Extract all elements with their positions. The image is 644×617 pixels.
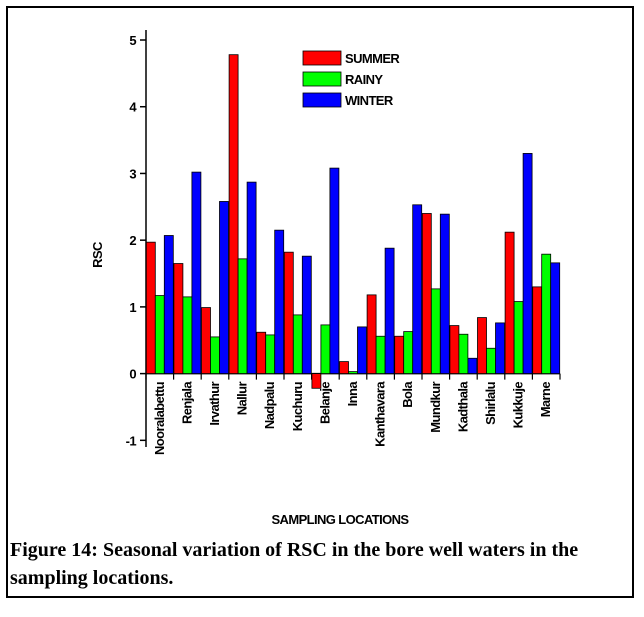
bar [154, 295, 165, 375]
bar [477, 317, 487, 375]
bar [219, 201, 229, 375]
bar [541, 253, 552, 375]
bar [274, 229, 285, 375]
bar [145, 241, 156, 375]
bar [301, 255, 312, 375]
figure-caption: Figure 14: Seasonal variation of RSC in … [10, 539, 579, 589]
bar [320, 324, 331, 375]
x-tick-label: Kukkuje [511, 382, 526, 429]
x-tick-label: Mundkur [428, 381, 443, 432]
y-tick-label: 5 [129, 33, 136, 48]
x-tick-label: Kuchuru [290, 381, 305, 431]
bar [246, 181, 257, 375]
bar [163, 235, 174, 375]
legend-label: WINTER [345, 93, 394, 108]
y-tick-label: -1 [126, 433, 137, 448]
bar [421, 213, 432, 375]
bar [265, 334, 276, 375]
bar [439, 213, 450, 375]
legend-label: RAINY [345, 72, 383, 87]
bar [403, 331, 414, 375]
bar [182, 296, 193, 375]
bar [430, 288, 441, 375]
bar [467, 357, 478, 375]
bar [384, 247, 395, 375]
bar [237, 258, 248, 375]
bar [339, 361, 349, 375]
bar [210, 336, 220, 375]
bar [504, 231, 515, 375]
bar [486, 347, 496, 375]
bar [412, 204, 423, 375]
legend-label: SUMMER [345, 51, 400, 66]
x-tick-label: Shirlalu [483, 381, 498, 425]
legend-swatch [302, 50, 342, 66]
x-tick-label: Marne [538, 382, 553, 418]
chart: RSC SAMPLING LOCATIONS -1 0 1 2 3 4 5 Nooralabe… [90, 30, 561, 527]
x-tick-label: Irvathur [207, 381, 222, 425]
y-tick-label: 1 [129, 300, 136, 315]
bar [550, 262, 561, 375]
bar [283, 251, 294, 375]
figure-frame [6, 6, 634, 598]
x-tick-label: Belanje [317, 382, 332, 424]
x-tick-label: Inna [345, 381, 360, 407]
bar [173, 263, 184, 375]
legend-swatch [302, 92, 342, 108]
x-tick-label: Nallur [235, 381, 250, 415]
bar [348, 371, 358, 375]
x-tick-label: Nooralabettu [152, 381, 167, 455]
x-tick-label: Nadpalu [262, 381, 277, 429]
bar [366, 294, 377, 375]
bar [532, 286, 543, 375]
x-tick-label: Renjala [179, 381, 194, 424]
y-axis-title: RSC [90, 241, 105, 268]
bar [357, 326, 367, 375]
x-tick-label: Kadthala [455, 381, 470, 432]
bar [201, 307, 211, 375]
bar [191, 171, 202, 375]
y-tick-label: 2 [129, 233, 136, 248]
bar [228, 54, 239, 375]
bar [292, 314, 303, 375]
bar [375, 335, 386, 375]
x-axis-title: SAMPLING LOCATIONS [271, 512, 409, 527]
bar [311, 373, 322, 389]
bar [458, 333, 469, 375]
bar [256, 331, 267, 375]
bar [394, 335, 405, 375]
legend-swatch [302, 71, 342, 87]
bar [449, 325, 460, 375]
bar [495, 322, 505, 375]
x-tick-label: Bola [400, 381, 415, 408]
x-tick-label: Kanthavara [373, 381, 388, 447]
bar [513, 301, 524, 375]
y-tick-label: 3 [129, 166, 136, 181]
bar [522, 153, 533, 375]
bar [329, 167, 340, 375]
y-tick-label: 0 [129, 367, 136, 382]
y-tick-label: 4 [129, 100, 137, 115]
